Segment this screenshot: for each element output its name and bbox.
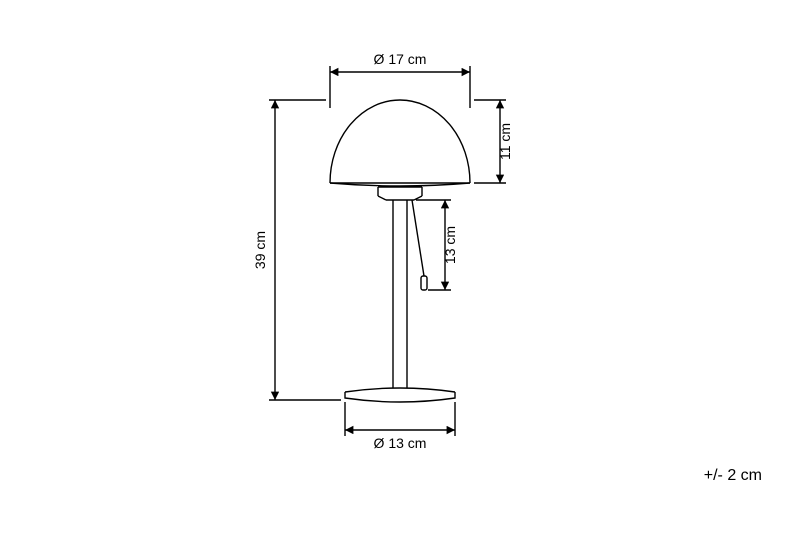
svg-text:13 cm: 13 cm bbox=[442, 226, 458, 264]
svg-text:Ø 13 cm: Ø 13 cm bbox=[374, 435, 427, 451]
lamp-dimension-diagram: 39 cm Ø 17 cm 11 cm 13 cm Ø 13 cm bbox=[0, 0, 800, 533]
svg-text:39 cm: 39 cm bbox=[252, 231, 268, 269]
svg-text:11 cm: 11 cm bbox=[497, 123, 513, 160]
tolerance-note: +/- 2 cm bbox=[704, 467, 762, 485]
svg-text:Ø 17 cm: Ø 17 cm bbox=[374, 51, 427, 67]
